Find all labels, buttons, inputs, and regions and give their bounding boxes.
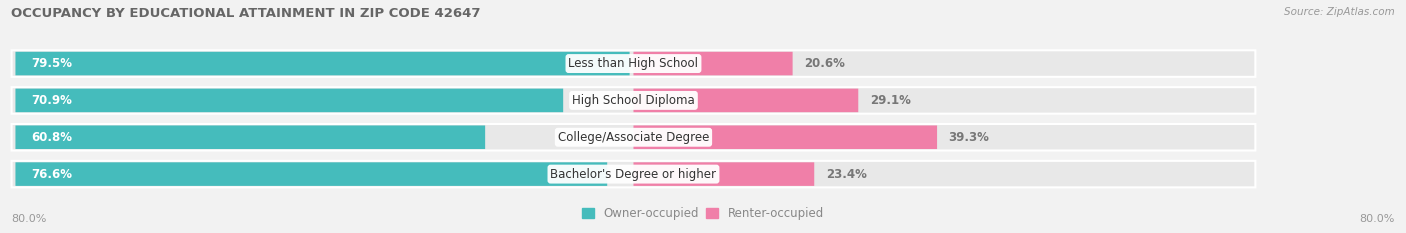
FancyBboxPatch shape xyxy=(634,89,858,112)
FancyBboxPatch shape xyxy=(11,124,1256,151)
FancyBboxPatch shape xyxy=(634,52,793,75)
FancyBboxPatch shape xyxy=(15,125,485,149)
Text: Source: ZipAtlas.com: Source: ZipAtlas.com xyxy=(1284,7,1395,17)
Text: 60.8%: 60.8% xyxy=(31,131,72,144)
Text: 20.6%: 20.6% xyxy=(804,57,845,70)
Text: 39.3%: 39.3% xyxy=(949,131,990,144)
Text: Less than High School: Less than High School xyxy=(568,57,699,70)
Text: 70.9%: 70.9% xyxy=(31,94,72,107)
FancyBboxPatch shape xyxy=(11,161,1256,187)
Text: 80.0%: 80.0% xyxy=(1360,214,1395,224)
Text: 29.1%: 29.1% xyxy=(870,94,911,107)
Legend: Owner-occupied, Renter-occupied: Owner-occupied, Renter-occupied xyxy=(578,202,828,225)
FancyBboxPatch shape xyxy=(11,50,1256,77)
FancyBboxPatch shape xyxy=(634,162,814,186)
Text: 80.0%: 80.0% xyxy=(11,214,46,224)
Text: OCCUPANCY BY EDUCATIONAL ATTAINMENT IN ZIP CODE 42647: OCCUPANCY BY EDUCATIONAL ATTAINMENT IN Z… xyxy=(11,7,481,20)
Text: College/Associate Degree: College/Associate Degree xyxy=(558,131,709,144)
FancyBboxPatch shape xyxy=(15,89,564,112)
FancyBboxPatch shape xyxy=(11,87,1256,114)
Text: High School Diploma: High School Diploma xyxy=(572,94,695,107)
FancyBboxPatch shape xyxy=(634,125,936,149)
Text: 23.4%: 23.4% xyxy=(825,168,866,181)
Text: Bachelor's Degree or higher: Bachelor's Degree or higher xyxy=(551,168,717,181)
FancyBboxPatch shape xyxy=(15,52,630,75)
Text: 79.5%: 79.5% xyxy=(31,57,72,70)
FancyBboxPatch shape xyxy=(15,162,607,186)
Text: 76.6%: 76.6% xyxy=(31,168,72,181)
